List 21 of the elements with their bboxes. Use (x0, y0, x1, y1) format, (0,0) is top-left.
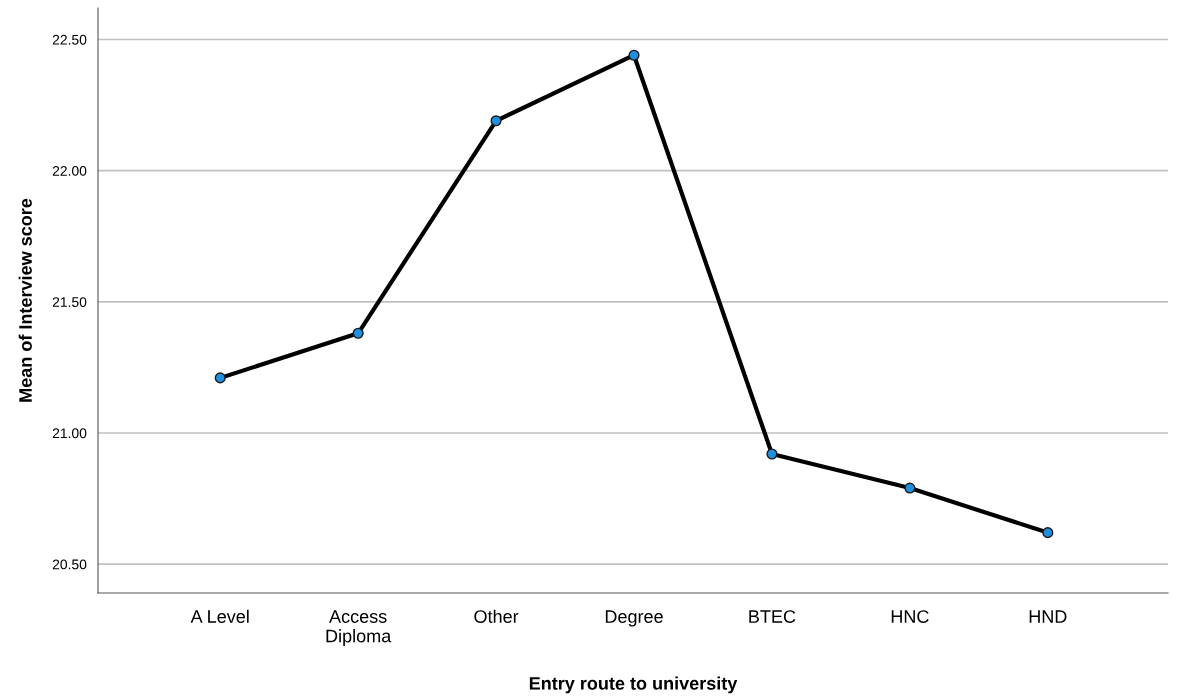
x-tick-label: Other (474, 609, 519, 623)
y-tick-label: 21.00 (52, 428, 87, 439)
y-tick-label: 22.50 (52, 34, 87, 45)
point (766, 448, 778, 460)
point (628, 49, 640, 61)
x-axis-title: Entry route to university (529, 676, 738, 694)
point (490, 115, 502, 127)
x-tick-label: Degree (605, 610, 663, 627)
x-tick-label: HND (1029, 610, 1067, 623)
x-tick-label: A Level (190, 609, 249, 623)
y-tick-label: 20.50 (52, 559, 87, 570)
point (904, 482, 916, 494)
y-tick-label: 22.00 (52, 165, 87, 176)
y-axis-title: Mean of Interview score (18, 198, 32, 402)
y-tick-label: 21.50 (52, 297, 87, 307)
point (214, 372, 226, 384)
point (1042, 527, 1054, 539)
x-tick-label: HNC (891, 610, 929, 623)
point (352, 327, 364, 339)
x-tick-label: BTEC (749, 610, 796, 623)
x-tick-label: Access Diploma (326, 610, 392, 646)
